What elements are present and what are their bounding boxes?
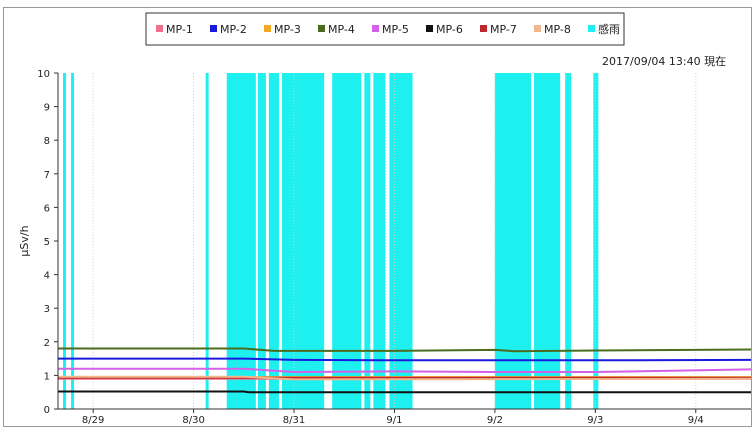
rain-band-7 xyxy=(281,73,325,409)
legend-label-3: MP-3 xyxy=(274,23,301,36)
x-tick-label-2: 8/30 xyxy=(182,415,204,426)
y-tick-label-3: 3 xyxy=(44,304,50,315)
y-axis-label: μSv/h xyxy=(18,225,31,256)
y-tick-label-7: 7 xyxy=(44,170,50,181)
rain-band-2 xyxy=(71,73,75,409)
legend-swatch-3 xyxy=(264,25,271,32)
rain-band-15 xyxy=(593,73,599,409)
y-tick-label-0: 0 xyxy=(44,405,50,416)
y-tick-label-4: 4 xyxy=(44,271,50,282)
legend-swatch-1 xyxy=(156,25,163,32)
legend-box xyxy=(145,12,625,46)
x-tick-label-7: 9/4 xyxy=(688,415,704,426)
timestamp-label: 2017/09/04 13:40 現在 xyxy=(602,55,726,68)
legend-label-9: 感雨 xyxy=(598,23,620,36)
legend-label-1: MP-1 xyxy=(166,23,193,36)
grid-layer xyxy=(92,73,697,409)
rain-band-9 xyxy=(364,73,371,409)
axis-layer: 0 1 2 3 4 5 6 7 8 9 10 8/29 8/30 8/31 9/1 9/2 9/3 9/4 xyxy=(37,69,751,426)
rain-layer xyxy=(63,73,599,409)
series-line-mp-5 xyxy=(58,367,751,374)
x-tick-label-6: 9/3 xyxy=(587,415,603,426)
rain-band-12 xyxy=(494,73,532,409)
rain-band-4 xyxy=(226,73,256,409)
legend: MP-1 MP-2 MP-3 MP-4 MP-5 MP-6 MP-7 MP-8 感雨 xyxy=(145,12,625,46)
legend-swatch-7 xyxy=(480,25,487,32)
legend-swatch-8 xyxy=(534,25,541,32)
x-tick-label-5: 9/2 xyxy=(487,415,503,426)
legend-label-8: MP-8 xyxy=(544,23,571,36)
legend-label-6: MP-6 xyxy=(436,23,463,36)
chart-panel: 0 1 2 3 4 5 6 7 8 9 10 8/29 8/30 8/31 9/1 9/2 9/3 9/4 μSv… xyxy=(3,7,752,427)
legend-label-4: MP-4 xyxy=(328,23,355,36)
series-layer xyxy=(58,347,751,394)
legend-label-5: MP-5 xyxy=(382,23,409,36)
legend-swatch-9 xyxy=(588,25,595,32)
rain-band-3 xyxy=(205,73,209,409)
legend-swatch-2 xyxy=(210,25,217,32)
legend-swatch-4 xyxy=(318,25,325,32)
rain-band-5 xyxy=(257,73,266,409)
legend-label-2: MP-2 xyxy=(220,23,247,36)
legend-label-7: MP-7 xyxy=(490,23,517,36)
y-tick-label-9: 9 xyxy=(44,103,50,114)
series-line-mp-2 xyxy=(58,357,751,362)
rain-band-14 xyxy=(565,73,572,409)
y-tick-label-6: 6 xyxy=(44,203,50,214)
series-line-mp-8 xyxy=(58,375,751,381)
rain-band-10 xyxy=(373,73,386,409)
chart: 0 1 2 3 4 5 6 7 8 9 10 8/29 8/30 8/31 9/1 9/2 9/3 9/4 μSv… xyxy=(18,12,751,426)
series-line-mp-6 xyxy=(58,390,751,394)
x-tick-label-3: 8/31 xyxy=(283,415,305,426)
y-tick-label-10: 10 xyxy=(37,69,50,80)
y-tick-label-2: 2 xyxy=(44,338,50,349)
x-tick-label-1: 8/29 xyxy=(82,415,104,426)
rain-band-8 xyxy=(332,73,362,409)
rain-band-13 xyxy=(534,73,561,409)
rain-band-11 xyxy=(389,73,413,409)
top-text-strip xyxy=(0,0,754,7)
rain-band-6 xyxy=(268,73,279,409)
y-tick-label-8: 8 xyxy=(44,136,50,147)
y-tick-label-1: 1 xyxy=(44,371,50,382)
series-line-mp-4 xyxy=(58,347,751,353)
x-tick-label-4: 9/1 xyxy=(386,415,402,426)
legend-swatch-6 xyxy=(426,25,433,32)
legend-swatch-5 xyxy=(372,25,379,32)
y-tick-label-5: 5 xyxy=(44,237,50,248)
rain-band-1 xyxy=(63,73,67,409)
